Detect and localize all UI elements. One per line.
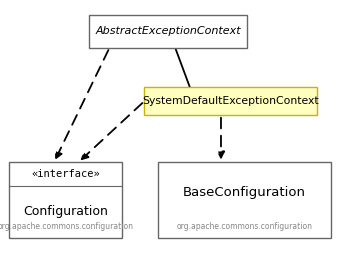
FancyBboxPatch shape xyxy=(158,162,331,238)
Text: org.apache.commons.configuration: org.apache.commons.configuration xyxy=(0,222,133,231)
Text: org.apache.commons.configuration: org.apache.commons.configuration xyxy=(176,222,313,231)
FancyBboxPatch shape xyxy=(89,15,247,48)
FancyBboxPatch shape xyxy=(144,87,317,115)
Text: Configuration: Configuration xyxy=(23,205,108,218)
Text: «interface»: «interface» xyxy=(31,169,100,179)
FancyBboxPatch shape xyxy=(9,162,122,238)
Text: AbstractExceptionContext: AbstractExceptionContext xyxy=(95,26,241,36)
Text: BaseConfiguration: BaseConfiguration xyxy=(183,186,306,199)
Text: SystemDefaultExceptionContext: SystemDefaultExceptionContext xyxy=(142,96,319,106)
